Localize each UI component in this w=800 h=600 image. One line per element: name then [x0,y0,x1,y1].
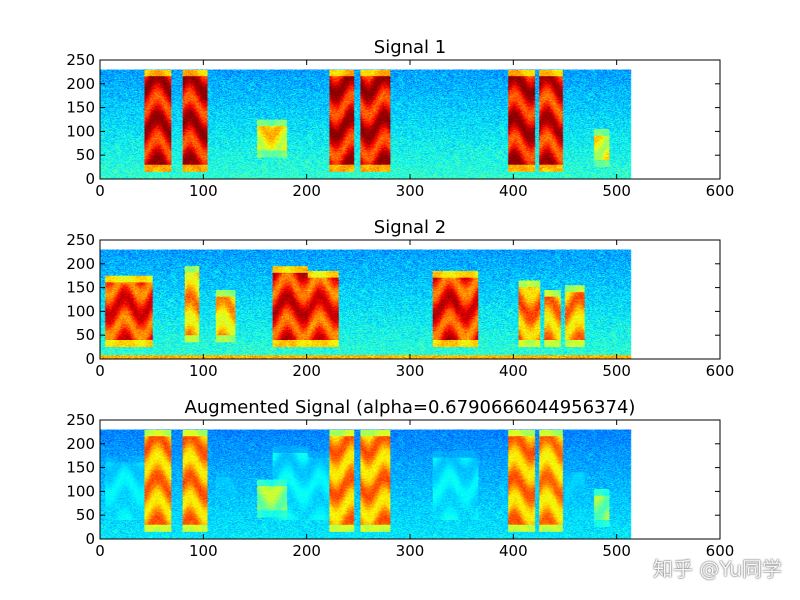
y-tick-label: 200 [66,75,95,93]
y-tick-label: 250 [66,411,95,429]
x-tick-label: 400 [499,362,528,380]
watermark: 知乎 @Yu同学 [653,557,782,581]
y-tick-label: 0 [85,170,95,188]
x-tick-label: 600 [706,362,735,380]
y-tick-label: 100 [66,122,95,140]
subplot-signal-1: Signal 1 0 100 200 300 400 500 600050100150200… [66,37,734,200]
x-tick-label: 500 [602,362,631,380]
x-tick-label: 500 [602,182,631,200]
x-tick-label: 500 [602,542,631,560]
spectrogram-image [100,240,720,359]
subplot-augmented-signal: Augmented Signal (alpha=0.67906660449563… [66,397,734,560]
x-tick-label: 300 [396,182,425,200]
y-tick-label: 0 [85,530,95,548]
spectrogram-image [100,60,720,179]
x-tick-label: 600 [706,182,735,200]
x-tick-label: 400 [499,182,528,200]
y-tick-label: 250 [66,51,95,69]
chart-title: Signal 1 [374,37,446,58]
x-tick-label: 100 [189,542,218,560]
y-tick-label: 50 [76,326,95,344]
y-tick-label: 200 [66,435,95,453]
y-tick-label: 200 [66,255,95,273]
x-tick-label: 100 [189,362,218,380]
chart-title: Augmented Signal (alpha=0.67906660449563… [185,397,636,418]
y-tick-label: 250 [66,231,95,249]
x-tick-label: 200 [292,542,321,560]
x-tick-label: 0 [95,542,105,560]
spectrogram-image [100,420,720,539]
subplot-signal-2: Signal 2 0 100 200 300 400 500 600050100150200… [66,217,734,380]
x-tick-label: 100 [189,182,218,200]
y-tick-label: 100 [66,302,95,320]
y-tick-label: 100 [66,482,95,500]
x-tick-label: 600 [706,542,735,560]
x-tick-label: 200 [292,182,321,200]
x-tick-label: 200 [292,362,321,380]
y-tick-label: 0 [85,350,95,368]
y-tick-label: 50 [76,506,95,524]
x-tick-label: 300 [396,542,425,560]
y-tick-label: 150 [66,279,95,297]
x-tick-label: 0 [95,182,105,200]
y-tick-label: 50 [76,146,95,164]
y-tick-label: 150 [66,459,95,477]
y-tick-label: 150 [66,99,95,117]
x-tick-label: 0 [95,362,105,380]
x-tick-label: 300 [396,362,425,380]
x-tick-label: 400 [499,542,528,560]
chart-title: Signal 2 [374,217,446,238]
